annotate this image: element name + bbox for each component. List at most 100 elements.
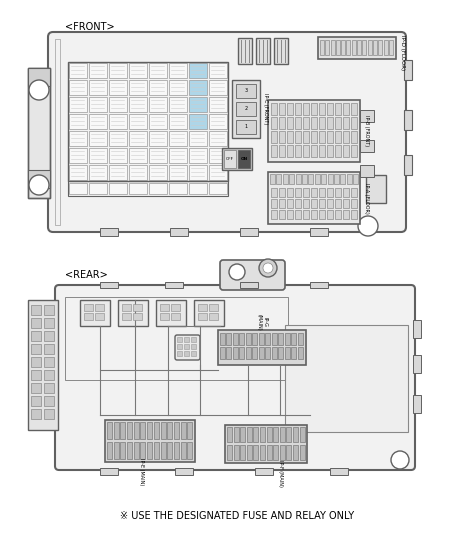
Bar [44, 396, 54, 406]
Bar [100, 468, 118, 475]
Text: <FRONT>: <FRONT> [65, 22, 115, 32]
Bar [174, 442, 179, 459]
Bar [254, 445, 258, 460]
Bar [236, 84, 256, 98]
Bar [343, 210, 349, 219]
Bar [357, 40, 361, 55]
Bar [174, 422, 179, 439]
Bar [209, 80, 227, 95]
Bar [311, 117, 317, 129]
Bar [169, 97, 187, 112]
Text: IP-A (FLOOR): IP-A (FLOOR) [365, 183, 370, 214]
Bar [239, 333, 245, 345]
Bar [44, 357, 54, 367]
Bar [321, 174, 326, 184]
Bar [118, 300, 148, 326]
Bar [303, 103, 309, 115]
Text: IP-G
(MAIN): IP-G (MAIN) [256, 313, 267, 331]
Bar [240, 228, 258, 236]
Bar [328, 174, 333, 184]
Bar [341, 40, 345, 55]
Bar [89, 63, 107, 78]
Bar [271, 210, 277, 219]
Bar [149, 131, 167, 146]
Bar [189, 148, 207, 163]
Text: IP-F (MAIN): IP-F (MAIN) [279, 460, 283, 486]
Bar [133, 313, 142, 320]
Text: ※ USE THE DESIGNATED FUSE AND RELAY ONLY: ※ USE THE DESIGNATED FUSE AND RELAY ONLY [120, 511, 354, 521]
Bar [260, 427, 265, 442]
Bar [177, 351, 182, 356]
Bar [129, 63, 147, 78]
Bar [156, 300, 186, 326]
Bar [266, 445, 272, 460]
Bar [351, 145, 357, 157]
Bar [293, 427, 298, 442]
Bar [319, 103, 325, 115]
Bar [31, 396, 41, 406]
Bar [310, 282, 328, 288]
Bar [234, 445, 238, 460]
Bar [184, 344, 189, 349]
Bar [285, 347, 290, 359]
Bar [315, 174, 320, 184]
Bar [293, 445, 298, 460]
Bar [360, 165, 374, 177]
Bar [149, 97, 167, 112]
Bar [89, 165, 107, 180]
Bar [272, 347, 277, 359]
Bar [351, 103, 357, 115]
Bar [181, 442, 186, 459]
Bar [28, 68, 50, 198]
Bar [353, 174, 358, 184]
Bar [246, 333, 251, 345]
Bar [238, 38, 252, 64]
Bar [209, 183, 227, 194]
Bar [360, 140, 374, 152]
Bar [120, 422, 126, 439]
Bar [220, 347, 225, 359]
Bar [233, 333, 238, 345]
Bar [218, 330, 306, 365]
Bar [260, 445, 265, 460]
Bar [311, 145, 317, 157]
Bar [129, 183, 147, 194]
Bar [171, 313, 180, 320]
Bar [279, 210, 285, 219]
Bar [109, 183, 127, 194]
Bar [44, 383, 54, 393]
Bar [169, 148, 187, 163]
FancyBboxPatch shape [55, 285, 415, 470]
Bar [279, 188, 285, 197]
Bar [351, 117, 357, 129]
Bar [240, 427, 245, 442]
Bar [227, 445, 232, 460]
Text: IP-D (FLOOR): IP-D (FLOOR) [401, 35, 405, 70]
Bar [351, 188, 357, 197]
Bar [265, 347, 271, 359]
Bar [109, 63, 127, 78]
Text: IP-C (FRONT): IP-C (FRONT) [264, 93, 268, 124]
Bar [303, 145, 309, 157]
Bar [133, 304, 142, 311]
Bar [171, 304, 180, 311]
Bar [105, 420, 195, 462]
Bar [127, 442, 132, 459]
Bar [287, 103, 293, 115]
Bar [286, 427, 292, 442]
Bar [256, 38, 270, 64]
Bar [127, 422, 132, 439]
Bar [31, 305, 41, 315]
Bar [276, 174, 282, 184]
Bar [109, 80, 127, 95]
Bar [366, 175, 386, 203]
Bar [327, 131, 333, 143]
Bar [292, 347, 297, 359]
Bar [238, 150, 250, 168]
Bar [254, 427, 258, 442]
Bar [335, 199, 341, 208]
Bar [279, 103, 285, 115]
Bar [209, 148, 227, 163]
Circle shape [29, 175, 49, 195]
Bar [246, 347, 251, 359]
